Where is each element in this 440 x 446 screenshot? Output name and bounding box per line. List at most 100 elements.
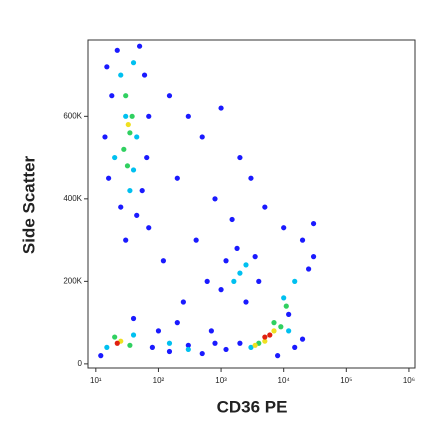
x-tick-label: 10² xyxy=(153,376,165,385)
point xyxy=(114,340,120,346)
point xyxy=(146,225,152,231)
x-tick-label: 10¹ xyxy=(90,376,102,385)
point xyxy=(237,340,243,346)
point xyxy=(199,134,205,140)
point xyxy=(248,344,254,350)
point xyxy=(185,342,191,348)
point xyxy=(124,163,131,169)
point xyxy=(185,113,191,119)
point xyxy=(237,154,243,161)
point xyxy=(193,237,199,243)
x-axis-title: CD36 PE xyxy=(217,397,288,416)
point xyxy=(292,278,298,284)
point xyxy=(243,262,249,268)
y-tick-label: 600K xyxy=(63,111,82,120)
point xyxy=(123,113,129,119)
point xyxy=(306,266,312,272)
point xyxy=(166,340,173,346)
x-tick-label: 10³ xyxy=(215,376,227,385)
y-tick-label: 0 xyxy=(78,359,83,368)
point xyxy=(136,43,143,49)
y-axis-title: Side Scatter xyxy=(19,155,38,254)
point xyxy=(130,332,137,338)
point xyxy=(248,175,254,181)
y-tick-label: 200K xyxy=(63,276,82,285)
point xyxy=(125,121,131,128)
x-tick-label: 10⁵ xyxy=(340,376,352,385)
point xyxy=(106,175,112,181)
point xyxy=(223,258,229,264)
point xyxy=(299,237,306,243)
point xyxy=(166,93,173,99)
point xyxy=(231,278,237,284)
point xyxy=(144,154,150,161)
point xyxy=(160,258,167,264)
point xyxy=(130,167,137,173)
point xyxy=(112,334,118,340)
point xyxy=(283,303,289,309)
point xyxy=(127,130,133,136)
point xyxy=(127,187,133,194)
point xyxy=(174,175,180,181)
point xyxy=(127,342,133,348)
point xyxy=(102,134,108,140)
point xyxy=(130,60,137,66)
point xyxy=(134,134,140,140)
point xyxy=(310,220,317,227)
point xyxy=(286,311,292,317)
point xyxy=(149,344,155,350)
point xyxy=(310,254,317,260)
point xyxy=(286,328,292,334)
point xyxy=(118,72,124,78)
point xyxy=(281,295,287,301)
point xyxy=(223,346,229,353)
point xyxy=(212,340,218,346)
point xyxy=(199,350,205,357)
point xyxy=(141,72,148,78)
point xyxy=(129,113,135,119)
point xyxy=(174,320,180,326)
point xyxy=(104,344,110,350)
x-tick-label: 10⁶ xyxy=(403,376,415,385)
point xyxy=(123,237,129,243)
point xyxy=(243,299,249,305)
point xyxy=(281,225,287,231)
point xyxy=(134,212,140,218)
point xyxy=(118,204,124,210)
point xyxy=(292,344,298,350)
point xyxy=(180,299,186,305)
point xyxy=(112,154,118,161)
point xyxy=(121,146,127,152)
point xyxy=(204,278,210,284)
point xyxy=(229,216,235,223)
point xyxy=(218,287,224,293)
point xyxy=(256,278,262,284)
point xyxy=(104,64,110,70)
point xyxy=(262,338,268,344)
point xyxy=(218,105,224,111)
y-tick-label: 400K xyxy=(63,194,82,203)
point xyxy=(114,47,120,53)
point xyxy=(139,187,145,194)
point xyxy=(271,320,277,326)
point xyxy=(185,346,191,353)
x-tick-label: 10⁴ xyxy=(278,376,291,385)
point xyxy=(271,328,277,334)
point xyxy=(155,328,162,334)
point xyxy=(212,196,218,202)
point xyxy=(166,348,173,355)
point xyxy=(275,353,281,359)
plot-frame xyxy=(87,39,416,369)
point xyxy=(234,245,240,251)
point xyxy=(237,270,243,276)
point xyxy=(98,353,104,359)
point xyxy=(252,342,258,348)
point xyxy=(262,334,268,340)
point xyxy=(262,204,268,210)
point xyxy=(299,336,306,342)
point xyxy=(123,93,129,99)
point xyxy=(130,315,137,322)
point xyxy=(252,254,258,260)
point xyxy=(267,332,273,338)
